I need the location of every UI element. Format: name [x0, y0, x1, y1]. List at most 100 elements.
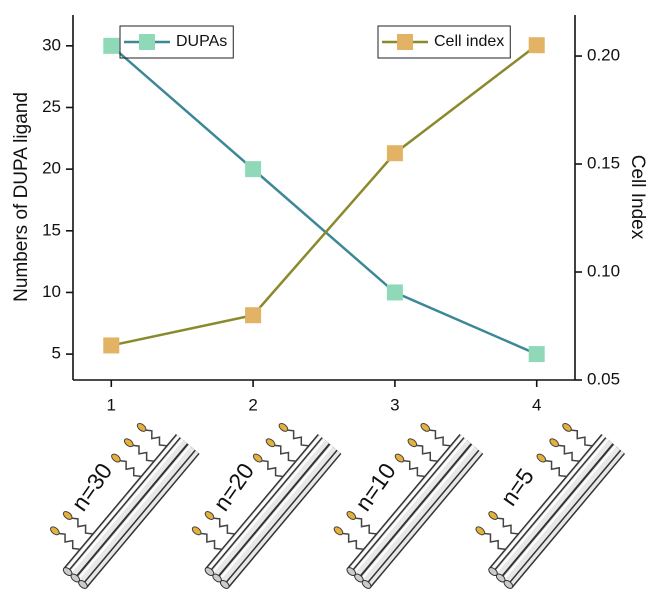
- tube-shine: [65, 435, 180, 571]
- y-tick-label: 5: [52, 344, 61, 363]
- tube-shine: [360, 445, 475, 581]
- legend-marker: [139, 34, 155, 50]
- marker: [528, 37, 545, 54]
- nanotube-bundle: [50, 422, 200, 589]
- marker: [528, 346, 545, 363]
- ligand-head: [394, 453, 405, 463]
- ligand-chain: [496, 517, 519, 535]
- tube-shine: [207, 435, 322, 571]
- series-line: [110, 44, 538, 356]
- ligand-head: [549, 438, 559, 448]
- tube: [493, 438, 613, 578]
- annotation: n=5: [495, 463, 539, 510]
- ligand-chain: [260, 459, 283, 478]
- tube: [210, 438, 329, 578]
- tube-end: [219, 579, 230, 589]
- ligand-head: [407, 438, 418, 448]
- ligand-head: [346, 511, 357, 520]
- legend-item: DUPAs: [119, 25, 234, 59]
- legend-label: Cell index: [434, 33, 504, 50]
- ligand-head: [136, 422, 147, 432]
- x-tick-label: 3: [390, 395, 399, 414]
- ligand-chain: [557, 444, 580, 462]
- y2-tick-label: 0.20: [587, 46, 620, 65]
- tube: [217, 444, 337, 584]
- ligand-head: [475, 526, 486, 536]
- ligand-chain: [144, 429, 167, 447]
- ligand-chain: [273, 444, 296, 462]
- ligand-head: [333, 526, 344, 536]
- ligand-head: [252, 453, 263, 463]
- marker: [103, 37, 120, 54]
- marker: [386, 284, 403, 301]
- annotation: n=30: [66, 458, 117, 515]
- tube-shine: [210, 438, 325, 575]
- tube-shine: [490, 435, 605, 571]
- tube-shine: [69, 438, 184, 575]
- ligand-chain: [57, 532, 80, 550]
- ligand-chain: [354, 517, 377, 535]
- ligand-chain: [415, 444, 438, 462]
- tube-shine: [352, 438, 467, 575]
- ligand-chain: [428, 429, 451, 447]
- ligand-chain: [199, 532, 222, 550]
- ligand-head: [278, 422, 289, 432]
- marker: [245, 161, 262, 178]
- y2-axis-label: Cell Index: [627, 155, 648, 240]
- legend-marker: [397, 34, 413, 50]
- tube-end: [78, 579, 88, 589]
- ligand-chain: [483, 532, 506, 550]
- tube-shine: [76, 445, 191, 581]
- tube-shine: [502, 445, 617, 581]
- ligand-head: [123, 438, 134, 448]
- tube: [352, 438, 471, 578]
- ligand-head: [204, 511, 215, 520]
- tube-end: [361, 579, 372, 589]
- ligand-head: [111, 453, 121, 463]
- ligand-chain: [118, 459, 142, 478]
- legend-box: [377, 25, 511, 59]
- x-tick-label: 1: [107, 395, 116, 414]
- ligand-chain: [131, 444, 154, 462]
- y-tick-label: 25: [42, 97, 61, 116]
- tube-end: [503, 579, 514, 589]
- y2-tick-label: 0.05: [587, 369, 620, 388]
- y-tick-label: 15: [42, 220, 61, 239]
- marker: [386, 145, 403, 162]
- ligand-head: [562, 422, 572, 432]
- ligand-head: [488, 511, 498, 520]
- tube: [501, 444, 621, 584]
- ligand-head: [420, 422, 431, 432]
- ligand-head: [536, 453, 547, 463]
- ligand-head: [191, 526, 202, 536]
- y-axis-label: Numbers of DUPA ligand: [11, 92, 32, 302]
- ligand-chain: [544, 459, 567, 478]
- legend-label: DUPAs: [176, 33, 227, 50]
- ligand-chain: [402, 459, 425, 478]
- ligand-head: [50, 526, 60, 536]
- nanotube-bundle: [191, 422, 342, 589]
- tube: [68, 438, 188, 578]
- y2-tick-label: 0.10: [587, 261, 620, 280]
- legend-item: Cell index: [377, 25, 511, 59]
- ligand-head: [265, 438, 276, 448]
- series-line: [111, 44, 538, 347]
- ligand-chain: [70, 517, 93, 535]
- tube: [359, 444, 479, 584]
- y-tick-label: 20: [42, 159, 61, 178]
- x-tick-label: 4: [532, 395, 541, 414]
- tube-shine: [218, 445, 333, 581]
- x-tick-label: 2: [248, 395, 257, 414]
- ligand-head: [62, 511, 73, 520]
- ligand-chain: [286, 429, 309, 447]
- nanotube-bundle: [475, 422, 626, 589]
- marker: [245, 307, 262, 324]
- tube: [76, 444, 195, 584]
- y2-tick-label: 0.15: [587, 154, 620, 173]
- ligand-chain: [570, 429, 593, 447]
- ligand-chain: [341, 532, 364, 550]
- y-tick-label: 10: [42, 282, 61, 301]
- annotation: n=20: [208, 458, 259, 515]
- tube-shine: [348, 435, 463, 571]
